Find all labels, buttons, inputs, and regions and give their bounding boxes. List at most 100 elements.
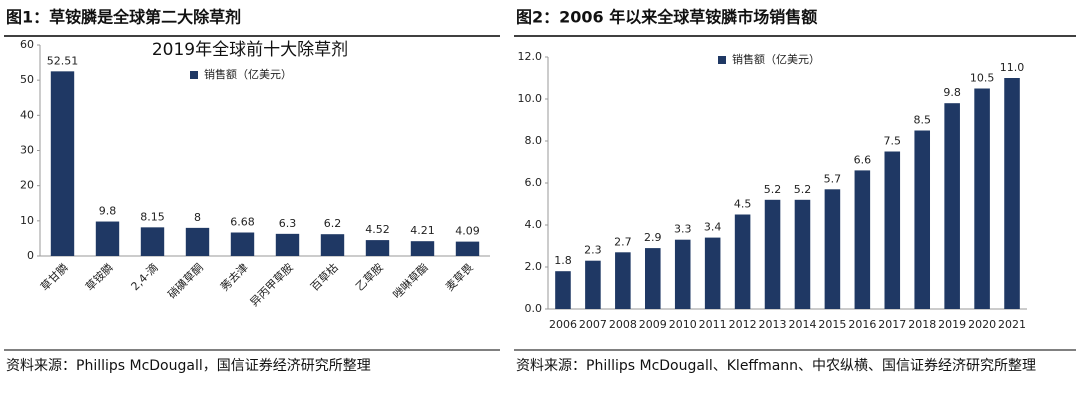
x-tick-label: 麦草畏 [443,261,476,294]
data-label: 3.3 [674,223,692,236]
data-label: 2.7 [614,235,632,248]
source-note: 资料来源：Phillips McDougall，国信证券经济研究所整理 [6,358,371,374]
bar [95,221,120,256]
x-tick-label: 2020 [968,318,996,331]
bar [824,189,841,309]
x-tick-label: 草甘膦 [38,261,71,294]
x-tick-label: 2017 [878,318,906,331]
caption: 图1：草铵膦是全球第二大除草剂 [6,8,241,27]
data-label: 9.8 [99,205,117,218]
bar [140,227,165,256]
y-tick-label: 4.0 [525,218,543,231]
x-tick-label: 2012 [729,318,757,331]
bar [704,237,721,309]
x-tick-label: 2011 [699,318,727,331]
bar [884,151,901,309]
y-tick-label: 40 [20,108,34,121]
x-tick-label: 唑啉草酯 [390,261,430,301]
bar [410,241,435,256]
bar [854,170,871,309]
bar [914,130,931,309]
data-label: 1.8 [554,254,572,267]
data-label: 3.4 [704,221,722,234]
data-label: 10.5 [970,72,995,85]
data-label: 4.21 [410,224,435,237]
data-label: 8 [194,211,201,224]
x-tick-label: 2,4-滴 [128,260,161,293]
legend-label: 销售额（亿美元） [204,67,292,81]
y-tick-label: 12.0 [518,50,543,63]
y-tick-label: 10 [20,214,34,227]
data-label: 6.3 [279,217,297,230]
x-tick-label: 2006 [549,318,577,331]
source-note: 资料来源：Phillips McDougall、Kleffmann、中农纵横、国… [516,358,1036,374]
bar [230,232,255,256]
legend-label: 销售额（亿美元） [732,52,820,66]
data-label: 52.51 [47,54,79,67]
x-tick-label: 2016 [848,318,876,331]
x-tick-label: 2015 [818,318,846,331]
y-tick-label: 20 [20,179,34,192]
x-tick-label: 草铵膦 [83,260,116,293]
chart-title: 2019年全球前十大除草剂 [152,40,348,60]
data-label: 2.9 [644,231,662,244]
x-tick-label: 莠去津 [218,261,251,294]
x-tick-label: 乙草胺 [353,260,386,293]
bar [455,241,480,256]
data-label: 4.09 [455,225,480,238]
bar [974,88,990,309]
x-tick-label: 异丙甲草胺 [247,260,296,309]
caption: 图2：2006 年以来全球草铵膦市场销售额 [516,8,817,27]
y-tick-label: 50 [20,73,34,86]
data-label: 5.2 [764,183,782,196]
x-tick-label: 2009 [639,318,667,331]
bar [764,199,781,309]
bar [794,199,811,309]
data-label: 4.5 [734,198,752,211]
data-label: 11.0 [1000,61,1025,74]
data-label: 4.52 [365,223,390,236]
bar [644,248,661,309]
bar [1004,78,1020,309]
data-label: 5.2 [794,183,812,196]
y-tick-label: 60 [20,38,34,51]
bar [674,239,691,309]
x-tick-label: 百草枯 [308,260,341,293]
y-tick-label: 0.0 [525,302,543,315]
data-label: 8.5 [913,114,931,127]
bar [185,227,210,256]
x-tick-label: 2013 [759,318,787,331]
x-tick-label: 2007 [579,318,607,331]
y-tick-label: 0 [27,249,34,262]
bar [944,103,960,309]
y-tick-label: 2.0 [525,260,543,273]
x-tick-label: 2019 [938,318,966,331]
x-tick-label: 2008 [609,318,637,331]
data-label: 6.2 [324,217,342,230]
y-tick-label: 8.0 [525,134,543,147]
x-tick-label: 2010 [669,318,697,331]
bar [50,71,75,256]
legend-swatch [718,56,726,64]
bar [320,234,345,256]
data-label: 9.8 [943,86,961,99]
x-tick-label: 硝磺草酮 [165,260,206,301]
bar [275,233,300,256]
data-label: 2.3 [584,244,602,257]
data-label: 6.68 [230,216,255,229]
data-label: 7.5 [884,135,902,148]
y-tick-label: 10.0 [518,92,543,105]
bar [585,260,601,309]
data-label: 5.7 [824,172,842,185]
legend-swatch [190,71,198,79]
x-tick-label: 2021 [998,318,1026,331]
bar [734,214,751,309]
bar [555,271,571,309]
data-label: 8.15 [140,210,165,223]
x-tick-label: 2018 [908,318,936,331]
data-label: 6.6 [854,153,872,166]
x-tick-label: 2014 [788,318,816,331]
bar [615,252,631,309]
